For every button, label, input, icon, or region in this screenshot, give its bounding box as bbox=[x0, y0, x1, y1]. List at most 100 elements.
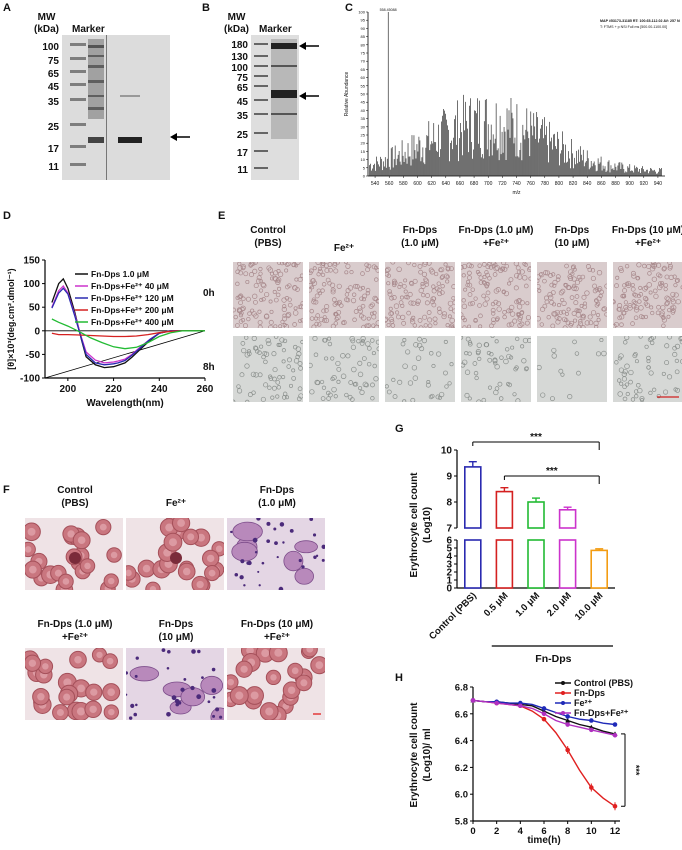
smear-header-line1: Fn-Dps bbox=[259, 485, 295, 496]
arrow-icon bbox=[299, 92, 319, 100]
smear-image bbox=[227, 648, 325, 720]
y-tick-label: 80 bbox=[361, 42, 366, 47]
data-point bbox=[612, 722, 618, 727]
panel-b-letter: B bbox=[202, 2, 210, 14]
y-tick-label: 6.8 bbox=[455, 683, 468, 694]
panel-a-gel bbox=[62, 35, 170, 180]
significance-marker: *** bbox=[631, 765, 641, 776]
panel-b-marker-label: Marker bbox=[259, 24, 292, 35]
x-tick-label: 6 bbox=[541, 826, 546, 837]
data-point bbox=[589, 727, 594, 733]
mw-tick: 35 bbox=[47, 97, 59, 108]
smear-header: Control (PBS) bbox=[11, 484, 139, 510]
smear-header-line1: Fe²⁺ bbox=[165, 498, 187, 509]
x-tick-label: 4 bbox=[518, 826, 524, 837]
mw-tick: 45 bbox=[47, 82, 59, 93]
y-tick-label: 6.2 bbox=[455, 763, 468, 774]
panel-a-mw-header: MW (kDa) bbox=[34, 12, 59, 36]
microscopy-image bbox=[537, 336, 607, 402]
mw-tick: 65 bbox=[47, 69, 59, 80]
y-tick-label: 9 bbox=[446, 472, 452, 483]
data-point bbox=[565, 722, 570, 727]
smear-header-line2: +Fe²⁺ bbox=[263, 632, 291, 643]
bar-lower bbox=[527, 539, 545, 589]
panel-a-letter: A bbox=[3, 2, 11, 14]
y-axis-label: Erythrocyte cell count bbox=[409, 702, 420, 808]
mw-tick: 25 bbox=[236, 130, 248, 141]
y-tick-label: 30 bbox=[361, 124, 366, 129]
x-tick-label: 260 bbox=[197, 384, 214, 395]
smear-header-line2: (10 μM) bbox=[158, 632, 194, 643]
panel-a-mw-unit: (kDa) bbox=[34, 24, 60, 35]
y-axis-label: [θ]×10³(deg.cm².dmol⁻¹) bbox=[6, 268, 16, 369]
spectrum-header-line2: T: FTMS + p NSI Full ms [500.00-1100.00] bbox=[600, 25, 667, 29]
spectrum-peaks bbox=[369, 12, 662, 176]
column-header-line1: Fn-Dps (1.0 μM) bbox=[458, 225, 534, 236]
column-header-line2: +Fe²⁺ bbox=[634, 238, 662, 249]
y-tick-label: 45 bbox=[361, 100, 366, 105]
panel-b-gel bbox=[251, 35, 299, 180]
mw-tick: 100 bbox=[231, 63, 248, 74]
column-header-line2: (10 μM) bbox=[554, 238, 590, 249]
column-header: Control (PBS) bbox=[227, 224, 309, 250]
legend-label: Fn-Dps+Fe²⁺ 120 μM bbox=[91, 293, 174, 303]
microscopy-image bbox=[461, 262, 531, 328]
column-header-line1: Fn-Dps bbox=[402, 225, 438, 236]
data-point bbox=[518, 703, 523, 709]
legend-label: Control (PBS) bbox=[574, 678, 633, 688]
y-tick-label: 2 bbox=[446, 568, 452, 579]
panel-c-letter: C bbox=[345, 2, 353, 14]
lysate-lane bbox=[88, 39, 104, 143]
legend-label: Fn-Dps+Fe²⁺ bbox=[574, 708, 629, 718]
group-label: Fn-Dps bbox=[535, 653, 571, 665]
y-tick-label: 50 bbox=[361, 92, 366, 97]
y-axis-label: Relative Abundance bbox=[344, 72, 350, 117]
y-tick-label: -100 bbox=[20, 374, 40, 385]
microscopy-image bbox=[385, 262, 455, 328]
x-tick-label: 540 bbox=[371, 181, 380, 187]
y-tick-label: 70 bbox=[361, 59, 366, 64]
y-tick-label: 100 bbox=[358, 10, 365, 15]
x-tick-label: 780 bbox=[541, 181, 550, 187]
x-axis-label: time(h) bbox=[527, 835, 560, 846]
x-tick-label: 920 bbox=[640, 181, 649, 187]
mw-tick: 11 bbox=[237, 165, 248, 176]
category-label: 0.5 μM bbox=[482, 590, 511, 619]
data-point bbox=[612, 732, 618, 738]
spectrum-header-line1: MAP #53173-31185 RT: 100.65-112.02 AV: 2… bbox=[600, 19, 680, 23]
legend-label: Fn-Dps 1.0 μM bbox=[91, 269, 149, 279]
category-label: 1.0 μM bbox=[513, 590, 542, 619]
purified-band bbox=[118, 137, 142, 143]
data-point bbox=[589, 718, 594, 723]
column-header-line1: Fe²⁺ bbox=[333, 243, 355, 254]
y-tick-label: 5 bbox=[363, 165, 366, 170]
column-header-line2: +Fe²⁺ bbox=[482, 238, 510, 249]
panel-h-letter: H bbox=[395, 672, 403, 684]
smear-header: Fn-Dps (1.0 μM) bbox=[213, 484, 341, 510]
y-tick-label: 7 bbox=[446, 524, 452, 535]
panel-e-letter: E bbox=[218, 210, 226, 222]
panel-d-letter: D bbox=[3, 210, 11, 222]
microscopy-image bbox=[309, 262, 379, 328]
legend-label: Fn-Dps+Fe²⁺ 40 μM bbox=[91, 281, 169, 291]
y-tick-label: 100 bbox=[23, 279, 40, 290]
row-label: 0h bbox=[203, 288, 215, 299]
y-tick-label: 40 bbox=[361, 108, 366, 113]
arrow-icon bbox=[170, 133, 190, 141]
cd-series-line bbox=[51, 330, 205, 338]
y-tick-label: 20 bbox=[361, 141, 366, 146]
panel-f-letter: F bbox=[3, 484, 10, 496]
microscopy-image bbox=[613, 336, 682, 402]
x-tick-label: 240 bbox=[151, 384, 168, 395]
column-header: Fn-Dps (1.0 μM) +Fe²⁺ bbox=[455, 224, 537, 250]
data-point bbox=[494, 700, 499, 706]
smear-header-line2: (PBS) bbox=[61, 498, 89, 509]
column-header: Fn-Dps (10 μM) bbox=[531, 224, 613, 250]
x-tick-label: 560 bbox=[385, 181, 394, 187]
mw-tick: 100 bbox=[42, 42, 59, 53]
y-tick-label: 35 bbox=[361, 116, 366, 121]
y-tick-label: 0 bbox=[34, 326, 40, 337]
x-tick-label: 660 bbox=[456, 181, 465, 187]
panel-a-marker-label: Marker bbox=[72, 24, 105, 35]
